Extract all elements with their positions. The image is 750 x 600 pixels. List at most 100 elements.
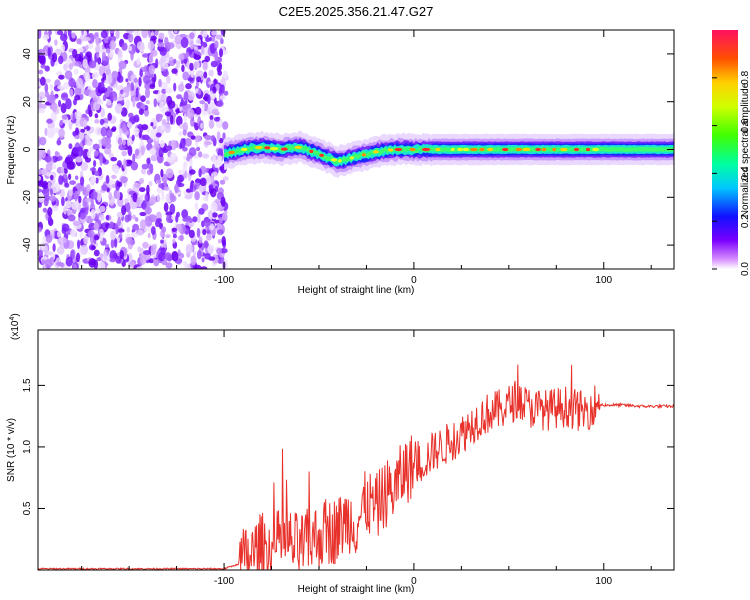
noise-speckle — [117, 228, 125, 233]
snr-y-tick-label: 0.5 — [22, 501, 33, 515]
ridge-hotspot — [435, 147, 441, 152]
noise-speckle — [208, 119, 215, 129]
noise-speckle — [132, 96, 136, 108]
noise-speckle — [89, 175, 97, 184]
noise-speckle — [162, 62, 169, 69]
ridge-hotspot — [450, 147, 455, 152]
noise-speckle — [203, 220, 210, 227]
noise-speckle — [155, 113, 164, 119]
noise-speckle — [164, 111, 172, 117]
noise-speckle — [133, 77, 138, 84]
noise-speckle — [140, 145, 145, 156]
noise-speckle — [75, 77, 83, 89]
noise-speckle — [94, 119, 100, 124]
heatmap-y-tick-label: 0 — [22, 146, 33, 152]
noise-speckle — [115, 224, 119, 235]
noise-speckle — [160, 93, 165, 99]
noise-speckle — [136, 266, 145, 269]
noise-speckle — [208, 69, 214, 77]
noise-speckle — [211, 108, 219, 116]
noise-speckle — [176, 115, 183, 126]
noise-speckle — [38, 188, 43, 193]
ridge-hotspot — [421, 147, 431, 152]
noise-speckle — [116, 190, 121, 201]
noise-speckle — [44, 78, 51, 84]
ridge-hotspot — [457, 147, 464, 152]
noise-speckle — [45, 258, 52, 269]
noise-speckle — [155, 132, 162, 138]
noise-speckle — [74, 94, 81, 101]
noise-speckle — [137, 229, 144, 236]
noise-speckle — [161, 226, 167, 233]
noise-speckle — [55, 71, 63, 76]
noise-speckle — [90, 208, 96, 220]
noise-speckle — [183, 113, 187, 122]
noise-speckle — [222, 176, 229, 182]
noise-speckle — [72, 220, 80, 226]
noise-speckle — [208, 37, 212, 42]
noise-speckle — [185, 52, 190, 58]
noise-speckle — [42, 207, 48, 213]
noise-speckle — [160, 239, 164, 244]
noise-speckle — [131, 202, 138, 209]
noise-speckle — [119, 250, 125, 259]
noise-speckle — [194, 264, 202, 269]
noise-speckle — [73, 68, 79, 75]
noise-speckle — [45, 234, 53, 244]
noise-speckle — [38, 193, 45, 203]
noise-speckle — [105, 47, 111, 54]
colorbar-tick-label: 0.8 — [740, 70, 750, 84]
noise-speckle — [217, 70, 222, 76]
noise-speckle — [72, 131, 77, 137]
noise-speckle — [40, 76, 46, 86]
noise-speckle — [209, 115, 214, 121]
noise-speckle — [126, 226, 131, 233]
noise-speckle — [48, 95, 56, 104]
noise-speckle — [161, 88, 167, 94]
noise-speckle — [158, 78, 162, 88]
heatmap-x-label: Height of straight line (km) — [298, 285, 415, 296]
noise-speckle — [124, 198, 129, 204]
noise-speckle — [38, 175, 42, 181]
noise-speckle — [219, 95, 226, 100]
noise-speckle — [215, 34, 223, 40]
ridge-hotspot — [330, 158, 338, 162]
noise-speckle — [158, 32, 165, 40]
noise-speckle — [44, 83, 49, 94]
noise-speckle — [207, 94, 211, 105]
noise-speckle — [69, 189, 73, 197]
noise-speckle — [210, 135, 216, 142]
noise-speckle — [38, 226, 42, 233]
noise-speckle — [49, 188, 54, 196]
noise-speckle — [211, 212, 218, 218]
noise-speckle — [131, 231, 138, 238]
noise-speckle — [141, 124, 149, 131]
noise-speckle — [104, 147, 112, 155]
snr-y-tick-label: 1.5 — [22, 378, 33, 392]
noise-speckle — [39, 54, 46, 65]
noise-speckle — [57, 137, 61, 146]
noise-speckle — [165, 168, 174, 179]
noise-speckle — [72, 112, 76, 124]
noise-speckle — [183, 91, 189, 102]
noise-speckle — [159, 101, 165, 113]
noise-speckle — [48, 215, 52, 225]
noise-speckle — [97, 192, 102, 203]
noise-speckle — [221, 213, 227, 221]
noise-speckle — [100, 107, 105, 118]
noise-speckle — [190, 135, 196, 140]
noise-speckle — [87, 150, 92, 159]
noise-speckle — [47, 47, 51, 57]
noise-speckle — [107, 112, 112, 121]
noise-speckle — [178, 223, 182, 234]
noise-speckle — [179, 106, 183, 112]
noise-speckle — [60, 103, 67, 114]
ridge-hotspot — [255, 145, 263, 150]
noise-speckle — [201, 257, 205, 263]
noise-speckle — [185, 243, 194, 254]
noise-speckle — [80, 162, 89, 171]
ridge-hotspot — [280, 147, 288, 151]
noise-speckle — [117, 49, 123, 60]
noise-speckle — [127, 137, 132, 148]
noise-speckle — [142, 241, 149, 249]
